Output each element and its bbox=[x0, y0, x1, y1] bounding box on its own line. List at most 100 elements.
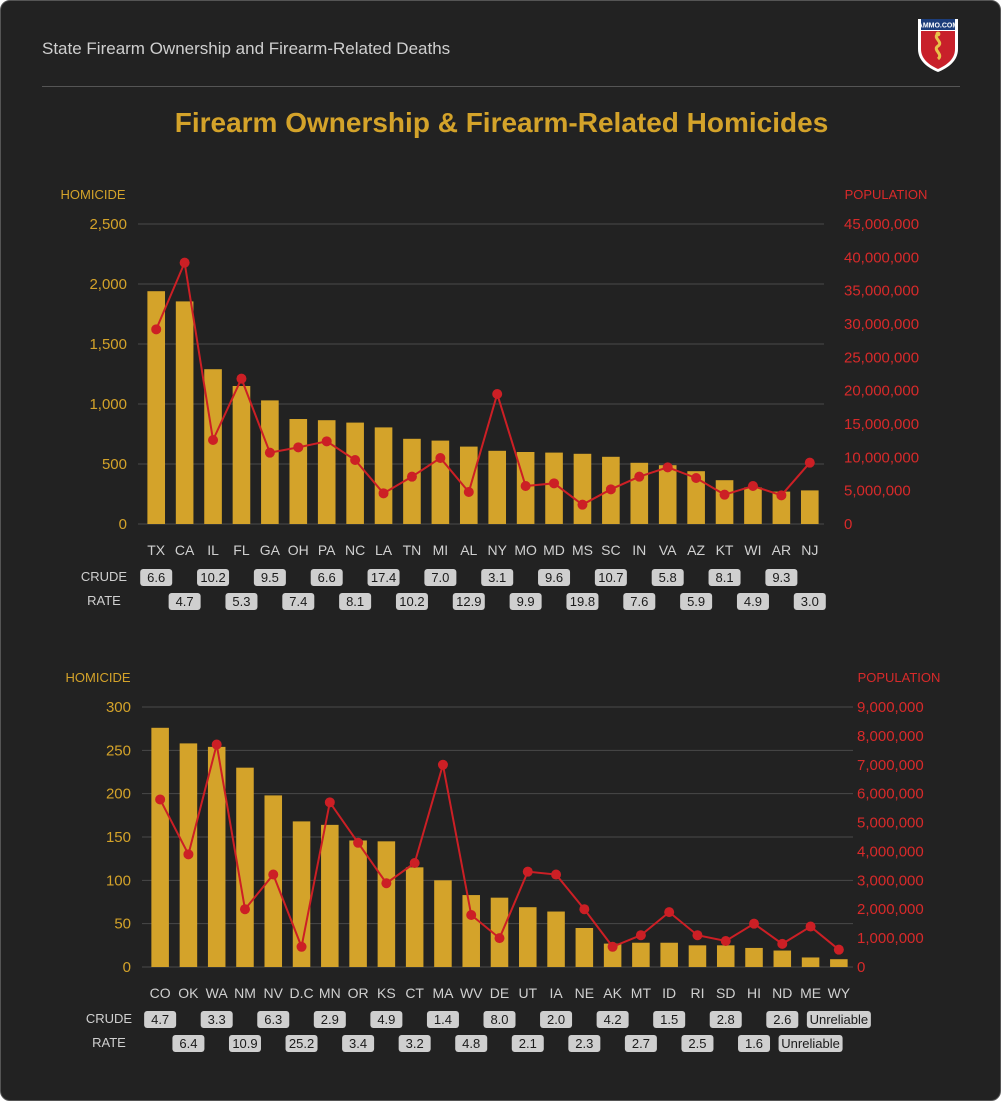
population-point-la bbox=[378, 488, 389, 499]
population-point-mo bbox=[520, 481, 531, 491]
crude-rate-badge bbox=[736, 593, 769, 610]
category-label: IA bbox=[549, 985, 563, 1001]
crude-rate-label-line1: CRUDE bbox=[86, 1011, 133, 1026]
bar-fl bbox=[232, 386, 251, 524]
bar-hi bbox=[745, 947, 763, 967]
bar-va bbox=[658, 465, 677, 524]
crude-rate-badge bbox=[594, 569, 627, 586]
crude-rate-value: 5.9 bbox=[687, 594, 705, 609]
y2-tick-label: 30,000,000 bbox=[844, 316, 919, 333]
bar-nv bbox=[264, 795, 283, 967]
population-point-co bbox=[155, 794, 166, 805]
bar-az bbox=[687, 471, 705, 524]
population-point-ri bbox=[692, 930, 703, 941]
y2-tick-label: 40,000,000 bbox=[844, 249, 919, 266]
crude-rate-value: 10.2 bbox=[399, 594, 424, 609]
population-point-az bbox=[691, 473, 702, 483]
category-label: MD bbox=[543, 542, 565, 558]
y-tick-label: 100 bbox=[106, 872, 131, 889]
population-point-ut bbox=[522, 866, 533, 877]
crude-rate-value: 7.0 bbox=[431, 570, 449, 585]
crude-rate-value: 9.3 bbox=[772, 570, 790, 585]
bar-or bbox=[349, 840, 367, 967]
bar-wa bbox=[207, 746, 226, 967]
category-label: VA bbox=[659, 542, 677, 558]
population-point-nd bbox=[777, 938, 788, 949]
crude-rate-badge bbox=[680, 593, 713, 610]
y2-tick-label: 10,000,000 bbox=[844, 449, 919, 466]
category-label: CT bbox=[405, 985, 424, 1001]
bar-ca bbox=[175, 301, 194, 524]
bar-ak bbox=[603, 943, 622, 967]
crude-rate-badge bbox=[310, 569, 343, 586]
category-label: CO bbox=[150, 985, 171, 1001]
population-point-wy bbox=[833, 944, 844, 955]
crude-rate-badge bbox=[623, 593, 656, 610]
crude-rate-value: 7.6 bbox=[630, 594, 648, 609]
population-point-ok bbox=[183, 849, 194, 860]
crude-rate-badge bbox=[709, 1011, 742, 1028]
y-tick-label: 1,000 bbox=[89, 396, 127, 413]
bar-mt bbox=[632, 942, 650, 967]
population-point-tn bbox=[406, 471, 417, 482]
crude-rate-value: 4.2 bbox=[604, 1012, 622, 1027]
crude-rate-badge bbox=[765, 569, 798, 586]
y2-tick-label: 5,000,000 bbox=[844, 483, 911, 500]
population-point-ms bbox=[577, 499, 588, 510]
y2-tick-label: 7,000,000 bbox=[857, 757, 924, 774]
crude-rate-badge bbox=[285, 1035, 318, 1052]
bar-id bbox=[660, 942, 678, 967]
header-divider bbox=[42, 86, 960, 87]
crude-rate-badge bbox=[168, 593, 201, 610]
bar-ne bbox=[575, 928, 594, 967]
population-point-or bbox=[353, 837, 364, 848]
crude-rate-badge bbox=[540, 1011, 573, 1028]
population-point-dc bbox=[296, 941, 307, 952]
category-label: MO bbox=[514, 542, 537, 558]
bar-oh bbox=[289, 419, 308, 524]
population-point-sc bbox=[605, 484, 616, 495]
population-point-ga bbox=[264, 447, 275, 458]
category-label: OH bbox=[288, 542, 309, 558]
crude-rate-badge bbox=[370, 1011, 403, 1028]
category-label: TX bbox=[147, 542, 166, 558]
bar-al bbox=[459, 446, 478, 524]
chart-small-states: HOMICIDE POPULATION 300 250 200 150 100 50 0 9,00… bbox=[66, 670, 940, 1052]
y2-tick-label: 45,000,000 bbox=[844, 216, 919, 233]
y-tick-label: 50 bbox=[114, 916, 131, 933]
crude-rate-value: 8.1 bbox=[716, 570, 734, 585]
crude-rate-value: 10.7 bbox=[598, 570, 623, 585]
crude-rate-value: 6.4 bbox=[179, 1036, 197, 1051]
population-point-il bbox=[208, 435, 219, 445]
crude-rate-value: 5.3 bbox=[232, 594, 250, 609]
crude-rate-value: 2.6 bbox=[773, 1012, 791, 1027]
category-label: IL bbox=[207, 542, 219, 558]
bar-sd bbox=[716, 945, 735, 967]
crude-rate-value: 5.8 bbox=[659, 570, 677, 585]
crude-rate-badge bbox=[766, 1011, 799, 1028]
main-title: Firearm Ownership & Firearm-Related Homi… bbox=[174, 107, 829, 138]
y2-tick-label: 4,000,000 bbox=[857, 843, 924, 860]
y-tick-label: 0 bbox=[119, 516, 127, 533]
category-label: SD bbox=[716, 985, 735, 1001]
bar-ar bbox=[772, 491, 791, 524]
y2-tick-label: 1,000,000 bbox=[857, 930, 924, 947]
bar-nd bbox=[773, 950, 792, 967]
bar-wv bbox=[462, 895, 480, 967]
crude-rate-label-line2: RATE bbox=[87, 593, 121, 608]
category-label: NC bbox=[345, 542, 365, 558]
crude-rate-value: 4.9 bbox=[744, 594, 762, 609]
bar-ms bbox=[573, 453, 592, 524]
population-point-ia bbox=[551, 869, 562, 880]
category-label: RI bbox=[690, 985, 704, 1001]
crude-rate-badge bbox=[395, 593, 428, 610]
category-label: NY bbox=[487, 542, 507, 558]
bar-nj bbox=[800, 490, 819, 524]
crude-rate-badge bbox=[455, 1035, 488, 1052]
crude-rate-value: 2.1 bbox=[519, 1036, 537, 1051]
crude-rate-value: 8.0 bbox=[490, 1012, 508, 1027]
crude-rate-value: 12.9 bbox=[456, 594, 481, 609]
crude-rate-value: 6.6 bbox=[318, 570, 336, 585]
crude-rate-badge bbox=[172, 1035, 205, 1052]
